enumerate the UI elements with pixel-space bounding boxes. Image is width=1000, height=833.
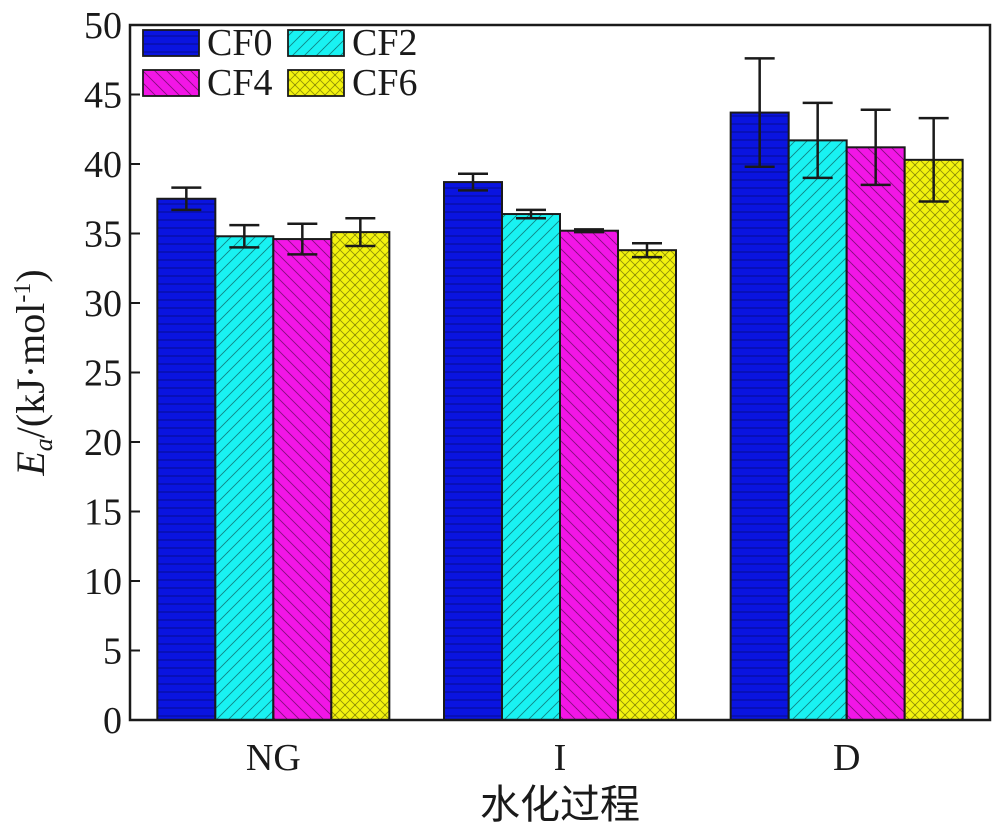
y-axis-label: Ea/(kJ·mol-1)	[8, 269, 58, 476]
bar-outline	[787, 139, 848, 721]
bar-CF4-D	[845, 146, 906, 721]
x-tick-label: D	[833, 737, 860, 779]
y-axis-ticks: 0 5 10 15 20 25 30 35 40 45 50	[84, 5, 140, 742]
error-bars	[171, 57, 949, 259]
x-axis-ticks: NG I D	[246, 710, 860, 779]
y-tick-label: 5	[103, 631, 122, 673]
bar-CF2-I	[501, 213, 561, 721]
y-label-subscript: a	[29, 438, 58, 451]
x-tick-label: I	[554, 737, 567, 779]
bar-CF0-I	[443, 181, 503, 721]
legend-label: CF2	[352, 22, 417, 64]
bar-outline	[729, 111, 790, 721]
y-tick-label: 35	[84, 214, 122, 256]
bar-CF0-D	[729, 111, 790, 721]
x-tick-label: NG	[246, 737, 301, 779]
y-label-unit-prefix: /(kJ·mol	[8, 303, 53, 439]
bar-outline	[501, 213, 561, 721]
y-label-unit-superscript: -1	[10, 283, 36, 303]
y-label-symbol: E	[8, 451, 53, 476]
bar-outline	[903, 158, 964, 721]
legend-item-CF2: CF2	[287, 22, 417, 64]
error-bar-CF0-NG	[171, 186, 202, 212]
y-tick-label: 20	[84, 422, 122, 464]
legend-item-CF6: CF6	[287, 62, 417, 104]
y-tick-label: 15	[84, 492, 122, 534]
error-bar-CF2-D	[802, 101, 833, 180]
bar-CF4-I	[559, 229, 619, 721]
y-tick-label: 30	[84, 283, 122, 325]
bars	[156, 111, 964, 722]
x-axis-label: 水化过程	[480, 782, 640, 827]
bar-outline	[330, 231, 391, 722]
error-bar-CF0-D	[744, 57, 775, 169]
legend-label: CF6	[352, 62, 417, 104]
bar-outline	[272, 238, 333, 721]
y-tick-label: 50	[84, 5, 122, 47]
bar-outline	[214, 235, 275, 721]
error-bar-CF6-D	[918, 116, 949, 203]
error-bar-CF6-I	[632, 241, 662, 259]
y-tick-label: 45	[84, 75, 122, 117]
legend-item-CF4: CF4	[142, 62, 272, 104]
bar-CF6-D	[903, 158, 964, 721]
error-bar-CF2-NG	[229, 223, 260, 249]
y-tick-label: 0	[103, 700, 122, 742]
legend-label: CF0	[207, 22, 272, 64]
bar-CF0-NG	[156, 197, 217, 721]
error-bar-CF4-I	[574, 228, 604, 234]
y-label-unit-suffix: )	[8, 269, 53, 282]
legend-item-CF0: CF0	[142, 22, 272, 64]
bar-CF6-NG	[330, 231, 391, 722]
error-bar-CF4-NG	[287, 222, 318, 256]
bar-CF6-I	[617, 249, 677, 721]
y-tick-label: 40	[84, 144, 122, 186]
bar-CF4-NG	[272, 238, 333, 721]
y-tick-label: 25	[84, 353, 122, 395]
bar-CF2-D	[787, 139, 848, 721]
legend: CF0 CF2 CF4 CF6	[142, 22, 417, 104]
legend-label: CF4	[207, 62, 272, 104]
error-bar-CF4-D	[860, 108, 891, 187]
error-bar-CF6-NG	[345, 216, 376, 248]
bar-outline	[845, 146, 906, 721]
bar-outline	[156, 197, 217, 721]
bar-outline	[617, 249, 677, 721]
bar-CF2-NG	[214, 235, 275, 721]
error-bar-CF0-I	[458, 172, 488, 192]
bar-outline	[559, 229, 619, 721]
bar-outline	[443, 181, 503, 721]
y-tick-label: 10	[84, 561, 122, 603]
error-bar-CF2-I	[516, 208, 546, 220]
